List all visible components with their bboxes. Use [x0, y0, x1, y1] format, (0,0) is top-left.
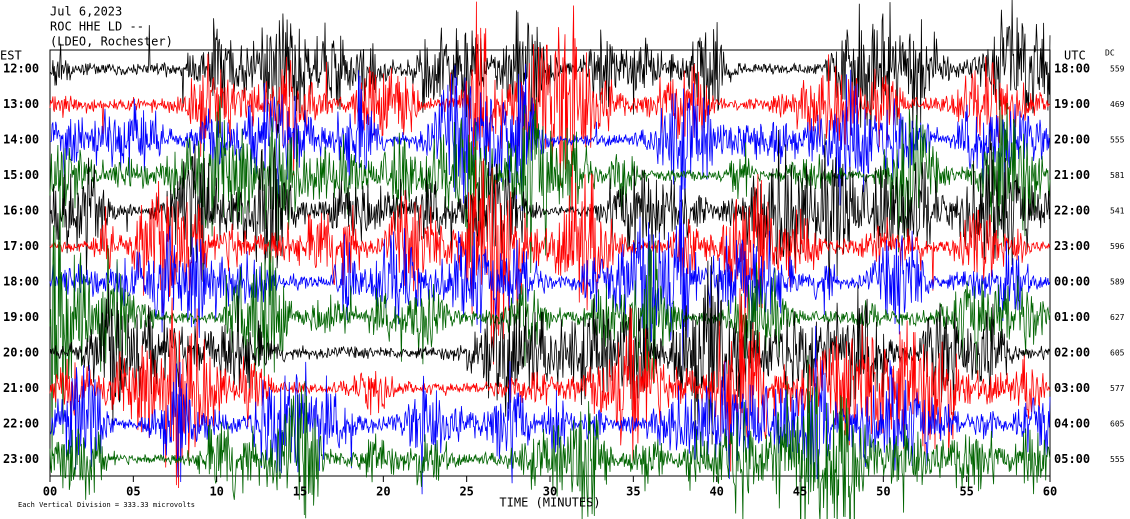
trace — [49, 256, 1051, 445]
est-time: 22:00 — [3, 417, 39, 431]
trace — [49, 1, 1051, 255]
x-tick-label: 60 — [1043, 485, 1057, 499]
x-tick-label: 45 — [793, 485, 807, 499]
trace — [49, 170, 1051, 460]
utc-time: 05:00 — [1054, 452, 1090, 466]
x-tick-label: 05 — [126, 485, 140, 499]
trace — [49, 96, 1051, 274]
dc-value: 605 — [1110, 420, 1125, 429]
dc-value: 577 — [1110, 384, 1125, 393]
footer: Each Vertical Division = 333.33 microvol… — [18, 501, 195, 509]
utc-time: 04:00 — [1054, 417, 1090, 431]
traces — [49, 0, 1051, 519]
utc-time: 20:00 — [1054, 133, 1090, 147]
dc-value: 555 — [1110, 136, 1125, 145]
trace — [49, 158, 1051, 365]
utc-time: 21:00 — [1054, 168, 1090, 182]
utc-time: 18:00 — [1054, 62, 1090, 76]
utc-time: 22:00 — [1054, 204, 1090, 218]
x-axis-title: TIME (MINUTES) — [499, 496, 600, 510]
x-tick-label: 35 — [626, 485, 640, 499]
dc-value: 589 — [1110, 278, 1125, 287]
trace — [49, 185, 1051, 371]
trace — [49, 129, 1051, 295]
dc-value: 605 — [1110, 349, 1125, 358]
est-time: 14:00 — [3, 133, 39, 147]
utc-time: 01:00 — [1054, 310, 1090, 324]
trace — [49, 288, 1051, 489]
est-time: 12:00 — [3, 62, 39, 76]
dc-value: 596 — [1110, 242, 1125, 251]
utc-time: 00:00 — [1054, 275, 1090, 289]
dc-value: 627 — [1110, 313, 1125, 322]
right-label: UTC — [1064, 49, 1086, 63]
est-time: 18:00 — [3, 275, 39, 289]
date: Jul 6,2023 — [50, 5, 122, 19]
network: (LDEO, Rochester) — [50, 35, 173, 49]
trace — [49, 325, 1051, 495]
x-tick-label: 55 — [959, 485, 973, 499]
est-time: 15:00 — [3, 168, 39, 182]
dc-value: 541 — [1110, 207, 1125, 216]
x-tick-label: 00 — [43, 485, 57, 499]
est-time: 21:00 — [3, 381, 39, 395]
dc-value: 559 — [1110, 65, 1125, 74]
utc-time: 23:00 — [1054, 239, 1090, 253]
utc-time: 02:00 — [1054, 346, 1090, 360]
utc-time: 03:00 — [1054, 381, 1090, 395]
x-tick-label: 40 — [709, 485, 723, 499]
x-tick-label: 30 — [543, 485, 557, 499]
x-tick-label: 10 — [209, 485, 223, 499]
dc-value: 581 — [1110, 171, 1125, 180]
x-tick-label: 50 — [876, 485, 890, 499]
x-tick-label: 15 — [293, 485, 307, 499]
dc-label: DC — [1105, 49, 1115, 58]
utc-time: 19:00 — [1054, 97, 1090, 111]
trace — [49, 355, 1051, 519]
dc-value: 469 — [1110, 100, 1125, 109]
est-time: 20:00 — [3, 346, 39, 360]
station: ROC HHE LD -- — [50, 20, 144, 34]
est-time: 16:00 — [3, 204, 39, 218]
dc-value: 555 — [1110, 455, 1125, 464]
est-time: 19:00 — [3, 310, 39, 324]
est-time: 17:00 — [3, 239, 39, 253]
x-tick-label: 25 — [459, 485, 473, 499]
est-time: 23:00 — [3, 452, 39, 466]
left-label: EST — [0, 49, 22, 63]
x-tick-label: 20 — [376, 485, 390, 499]
est-time: 13:00 — [3, 97, 39, 111]
